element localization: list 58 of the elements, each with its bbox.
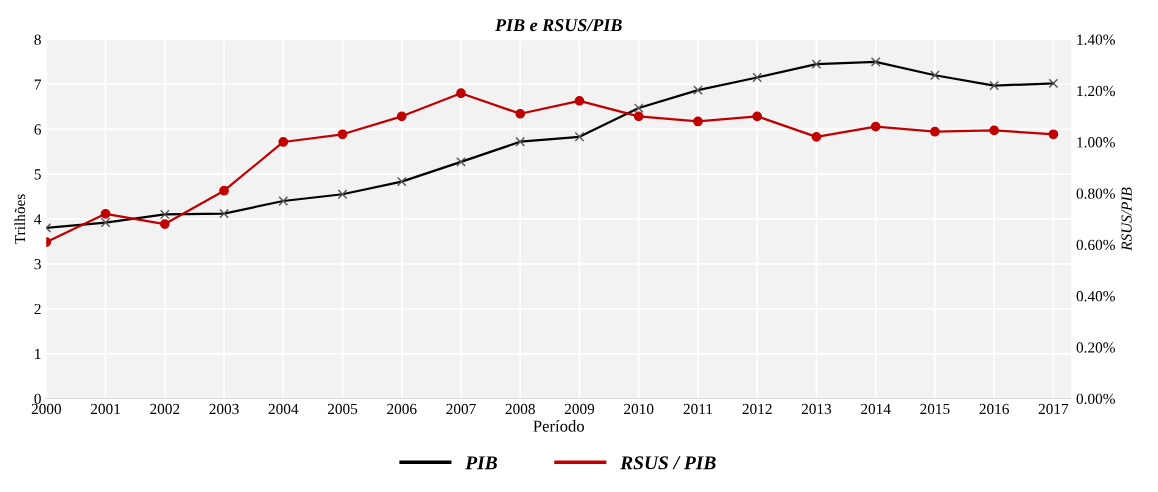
y-tick-label: 6: [34, 124, 41, 135]
point: [633, 111, 644, 122]
y2-tick-label: 1.20%: [1077, 85, 1115, 97]
point: [278, 137, 289, 147]
y2-axis-title: RSUS/PIB: [1121, 187, 1132, 251]
x-tick-label: 2013: [801, 403, 832, 415]
y2-tick-label: 0.40%: [1076, 291, 1115, 302]
point: [396, 111, 407, 122]
legend-label: PIB: [465, 456, 497, 470]
point: [159, 219, 170, 229]
point: [219, 185, 229, 196]
y-tick-label: 4: [34, 214, 42, 225]
legend-label: RSUS / PIB: [620, 456, 716, 470]
x-tick-label: 2007: [446, 403, 476, 415]
x-tick-label: 2005: [327, 403, 358, 415]
x-axis-title: Período: [533, 419, 585, 432]
point: [930, 126, 940, 137]
x-tick-label: 2016: [979, 403, 1009, 415]
point: [870, 121, 881, 132]
x-tick-label: 2011: [683, 403, 713, 415]
x-tick-label: 2000: [31, 403, 62, 415]
point: [693, 116, 703, 127]
y-tick-label: 7: [34, 79, 42, 90]
y-tick-label: 2: [34, 303, 41, 315]
chart-title: PIB e RSUS/PIB: [495, 19, 622, 32]
x-tick-label: 2004: [268, 403, 299, 415]
x-tick-label: 2012: [742, 403, 772, 415]
point: [989, 125, 1000, 136]
x-tick-label: 2006: [387, 403, 417, 415]
y2-tick-label: 0.20%: [1076, 342, 1115, 353]
x-tick-label: 2003: [209, 403, 239, 415]
y2-tick-label: 0.60%: [1076, 239, 1115, 251]
x-tick-label: 2017: [1038, 403, 1069, 415]
x-tick-label: 2010: [624, 403, 654, 415]
y-axis-title: Trilhões: [14, 194, 26, 244]
x-tick-label: 2002: [150, 403, 180, 415]
y-tick-label: 8: [34, 34, 41, 45]
y2-tick-label: 1.00%: [1077, 137, 1115, 148]
point: [100, 208, 111, 219]
y-tick-label: 5: [34, 169, 41, 180]
point: [456, 88, 466, 99]
x-tick-label: 2015: [920, 403, 950, 415]
x-tick-label: 2014: [861, 403, 891, 415]
x-tick-label: 2008: [505, 403, 535, 415]
x-tick-label: 2009: [564, 403, 595, 415]
point: [337, 129, 348, 140]
y2-tick-label: 0.80%: [1076, 188, 1115, 199]
point: [1048, 129, 1059, 140]
y-tick-label: 0: [34, 393, 41, 404]
point: [752, 111, 763, 122]
point: [811, 131, 822, 142]
y2-tick-label: 1.40%: [1077, 34, 1115, 45]
y-tick-label: 3: [34, 259, 41, 270]
y-tick-label: 1: [35, 348, 41, 359]
point: [574, 96, 585, 106]
point: [515, 108, 526, 119]
y2-tick-label: 0.00%: [1076, 393, 1115, 405]
x-tick-label: 2001: [90, 403, 120, 415]
